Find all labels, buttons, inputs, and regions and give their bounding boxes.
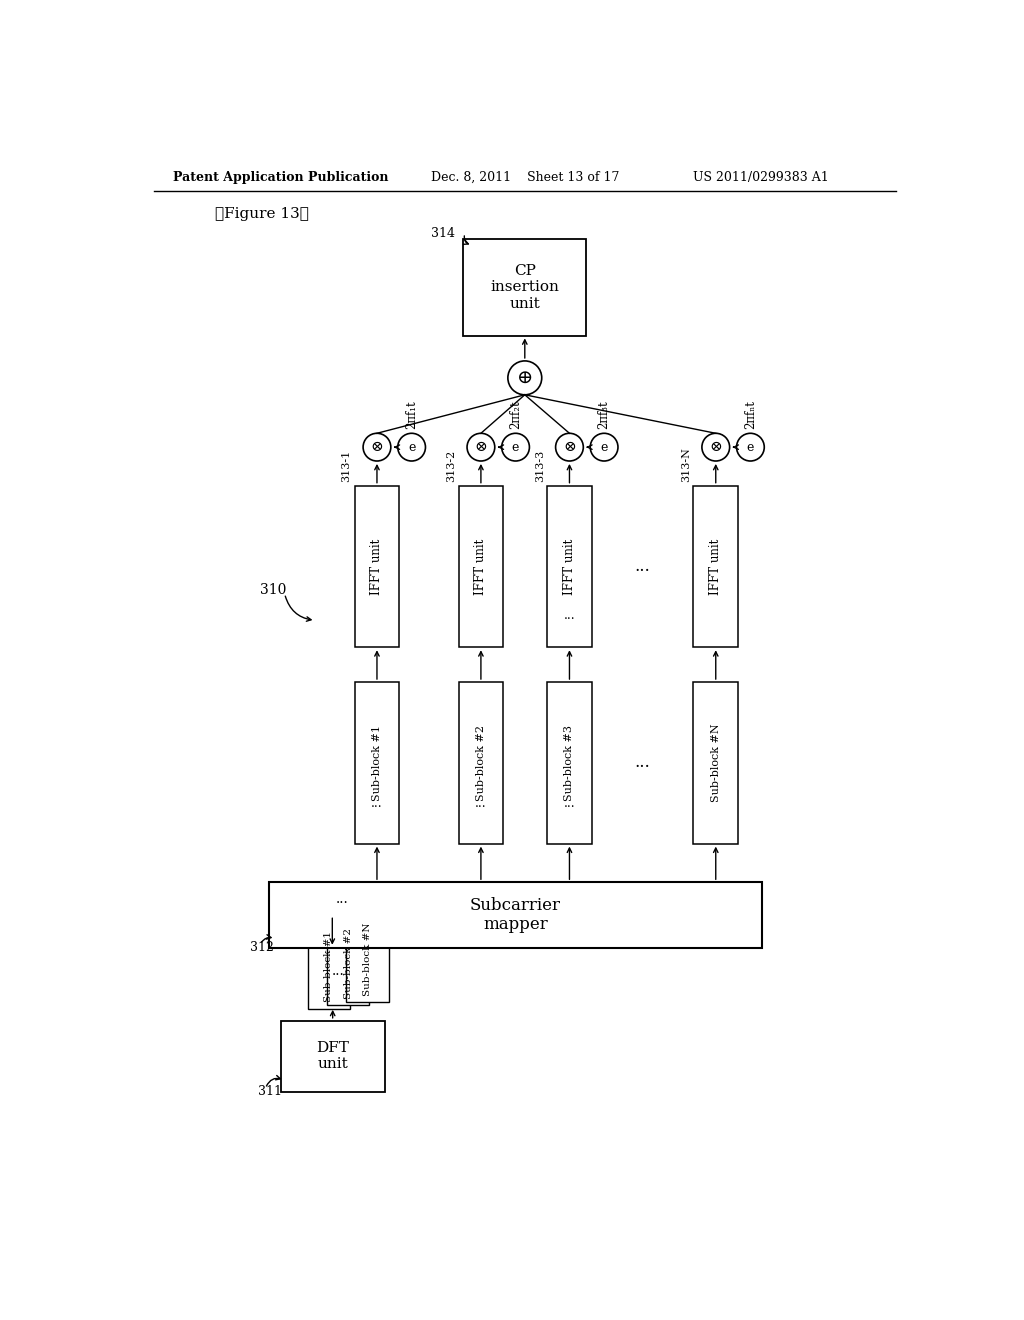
Text: 314: 314 (431, 227, 456, 240)
Bar (459, 682, 503, 843)
Bar (307, 924, 350, 1010)
Text: ...: ... (475, 797, 486, 809)
Text: Sub-block #2: Sub-block #2 (476, 725, 486, 801)
Circle shape (467, 433, 495, 461)
Text: ⊗: ⊗ (474, 440, 487, 454)
Text: IFFT unit: IFFT unit (371, 539, 383, 594)
Text: ⊗: ⊗ (371, 440, 383, 454)
Circle shape (364, 433, 391, 461)
Circle shape (502, 433, 529, 461)
Text: 310: 310 (260, 582, 287, 597)
Bar (693, 682, 738, 843)
Text: 313-3: 313-3 (535, 450, 545, 482)
Circle shape (508, 360, 542, 395)
Text: ...: ... (371, 797, 383, 809)
Text: Sub-block #2: Sub-block #2 (344, 928, 352, 998)
Text: ...: ... (563, 797, 575, 809)
Text: Sub-block #3: Sub-block #3 (564, 725, 574, 801)
Text: e: e (408, 441, 416, 454)
Text: Sub-block #N: Sub-block #N (711, 723, 721, 803)
Bar (547, 486, 592, 647)
Bar (346, 917, 388, 1002)
Text: 2πf₃t: 2πf₃t (598, 400, 610, 429)
Text: ⊗: ⊗ (710, 440, 722, 454)
Text: ...: ... (635, 558, 650, 576)
Bar (281, 1020, 385, 1092)
Circle shape (701, 433, 730, 461)
Text: CP
insertion
unit: CP insertion unit (490, 264, 559, 310)
Circle shape (590, 433, 617, 461)
Circle shape (556, 433, 584, 461)
Text: ...: ... (332, 964, 345, 978)
Circle shape (736, 433, 764, 461)
Text: 313-2: 313-2 (446, 450, 457, 482)
Bar (693, 486, 738, 647)
Text: 2πfₙt: 2πfₙt (743, 400, 757, 429)
Text: Sub-block #N: Sub-block #N (362, 923, 372, 997)
Text: 313-1: 313-1 (341, 450, 351, 482)
Circle shape (397, 433, 425, 461)
Text: 2πf₂t: 2πf₂t (509, 400, 522, 429)
Text: Subcarrier
mapper: Subcarrier mapper (470, 896, 561, 933)
Text: IFFT unit: IFFT unit (563, 539, 575, 594)
Text: DFT
unit: DFT unit (316, 1041, 349, 1072)
Bar (547, 682, 592, 843)
Text: Sub-block #1: Sub-block #1 (325, 932, 334, 1002)
Text: e: e (600, 441, 608, 454)
Text: e: e (512, 441, 519, 454)
Text: Sub-block #1: Sub-block #1 (372, 725, 382, 801)
Bar (327, 921, 370, 1006)
Bar (463, 239, 587, 335)
Text: ...: ... (635, 754, 650, 771)
Text: US 2011/0299383 A1: US 2011/0299383 A1 (692, 172, 828, 185)
Text: 313-N: 313-N (681, 447, 691, 482)
Text: 2πf₁t: 2πf₁t (406, 400, 418, 429)
Text: e: e (746, 441, 754, 454)
Text: ...: ... (336, 892, 349, 906)
Bar (459, 486, 503, 647)
Text: ⊗: ⊗ (563, 440, 575, 454)
Bar (269, 882, 762, 948)
Text: Dec. 8, 2011    Sheet 13 of 17: Dec. 8, 2011 Sheet 13 of 17 (431, 172, 620, 185)
Text: 【Figure 13】: 【Figure 13】 (215, 207, 309, 220)
Bar (354, 682, 399, 843)
Text: IFFT unit: IFFT unit (474, 539, 487, 594)
Bar (354, 486, 399, 647)
Text: ...: ... (563, 609, 575, 622)
Text: 311: 311 (258, 1085, 282, 1098)
Text: ⊕: ⊕ (517, 368, 532, 387)
Text: Patent Application Publication: Patent Application Publication (173, 172, 388, 185)
Text: 312: 312 (250, 941, 273, 954)
Text: IFFT unit: IFFT unit (710, 539, 722, 594)
